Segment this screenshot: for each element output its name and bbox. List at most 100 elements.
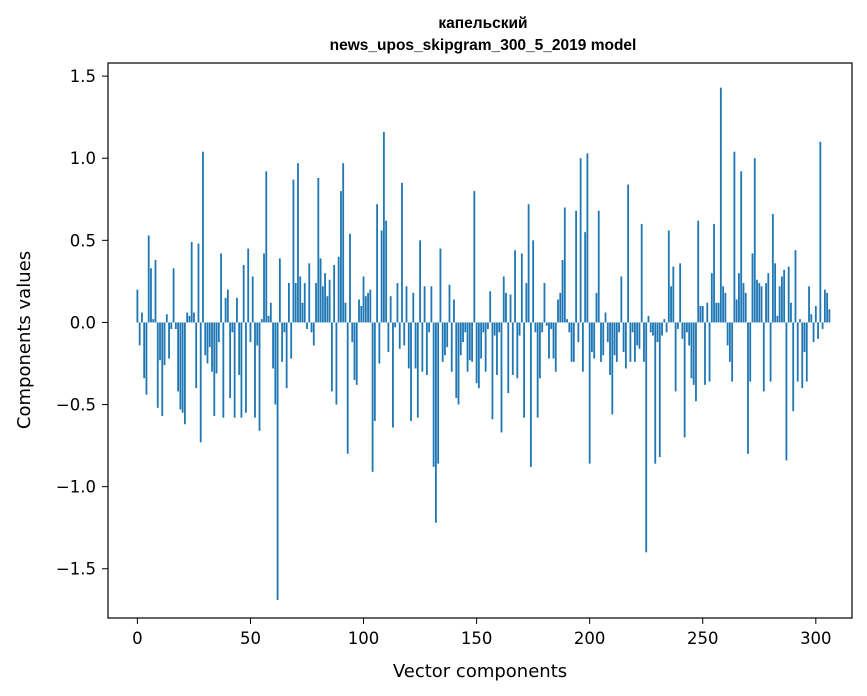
bar-198 xyxy=(584,232,587,323)
bar-287 xyxy=(785,322,788,461)
bar-21 xyxy=(183,322,186,425)
bar-284 xyxy=(778,286,781,323)
bar-3 xyxy=(143,322,146,379)
bar-240 xyxy=(679,263,682,323)
bar-163 xyxy=(505,292,507,323)
bar-290 xyxy=(792,322,795,412)
bar-43 xyxy=(233,322,236,418)
x-axis-label: Vector components xyxy=(393,661,567,682)
bar-85 xyxy=(328,279,331,323)
bar-105 xyxy=(373,322,376,421)
bar-280 xyxy=(769,322,772,382)
bar-250 xyxy=(701,306,704,323)
bar-167 xyxy=(514,250,516,323)
y-tick-label: −0.5 xyxy=(56,396,96,415)
bar-234 xyxy=(665,322,668,333)
bar-114 xyxy=(394,322,397,328)
bar-238 xyxy=(674,322,677,392)
bar-223 xyxy=(640,223,643,323)
x-tick-label: 200 xyxy=(574,629,606,648)
bar-75 xyxy=(306,322,308,330)
bar-168 xyxy=(516,322,519,379)
bar-84 xyxy=(326,296,329,323)
bar-38 xyxy=(222,322,225,418)
bar-239 xyxy=(676,322,679,330)
bar-99 xyxy=(360,306,363,323)
bar-86 xyxy=(330,322,333,392)
bar-103 xyxy=(369,289,372,323)
bar-107 xyxy=(378,322,381,364)
bar-134 xyxy=(439,248,442,323)
bar-300 xyxy=(814,306,817,323)
bar-122 xyxy=(412,292,415,323)
bar-20 xyxy=(181,322,184,413)
bar-61 xyxy=(274,322,277,405)
bar-294 xyxy=(801,322,804,389)
bar-175 xyxy=(532,240,535,323)
bar-40 xyxy=(226,289,229,323)
y-tick-label: −1.5 xyxy=(56,560,96,579)
bar-214 xyxy=(620,276,623,323)
bar-15 xyxy=(170,322,173,330)
bar-241 xyxy=(681,322,684,339)
bar-31 xyxy=(206,322,209,364)
bar-10 xyxy=(159,322,161,361)
bar-187 xyxy=(559,292,562,323)
bar-184 xyxy=(552,322,555,359)
bar-28 xyxy=(199,322,202,443)
bar-106 xyxy=(376,204,379,323)
bar-255 xyxy=(713,223,715,323)
bar-116 xyxy=(398,322,401,349)
bar-159 xyxy=(496,322,498,375)
bar-149 xyxy=(473,191,476,323)
bar-270 xyxy=(747,322,749,454)
bar-297 xyxy=(808,286,810,323)
bar-194 xyxy=(575,210,578,323)
bar-44 xyxy=(236,297,238,323)
bar-265 xyxy=(735,299,738,323)
bar-141 xyxy=(455,322,458,398)
bar-24 xyxy=(190,241,193,323)
bar-264 xyxy=(733,151,736,323)
bar-176 xyxy=(534,322,537,333)
bar-95 xyxy=(351,322,354,343)
bar-124 xyxy=(416,322,419,418)
bar-42 xyxy=(231,322,234,333)
bar-91 xyxy=(342,163,345,323)
bar-302 xyxy=(819,141,822,323)
bar-68 xyxy=(290,322,293,359)
bar-298 xyxy=(810,314,813,323)
bar-257 xyxy=(717,302,720,323)
bar-166 xyxy=(511,322,514,375)
bar-96 xyxy=(353,322,356,380)
x-tick-label: 300 xyxy=(800,629,832,648)
bar-154 xyxy=(484,322,487,372)
bar-18 xyxy=(177,322,180,392)
bar-131 xyxy=(432,322,435,467)
bar-37 xyxy=(220,253,222,323)
bar-126 xyxy=(421,322,424,372)
bar-185 xyxy=(554,322,557,372)
bar-121 xyxy=(410,322,412,421)
bar-94 xyxy=(349,233,351,323)
bar-119 xyxy=(405,286,408,323)
bar-112 xyxy=(389,296,392,323)
bar-271 xyxy=(749,322,752,382)
bar-202 xyxy=(593,322,596,359)
bar-306 xyxy=(828,309,831,323)
bar-53 xyxy=(256,322,259,346)
bar-254 xyxy=(710,273,713,323)
bar-203 xyxy=(595,292,598,323)
bar-248 xyxy=(697,220,700,323)
bar-289 xyxy=(790,302,792,323)
bar-58 xyxy=(267,315,270,323)
bar-133 xyxy=(437,322,440,464)
bar-57 xyxy=(265,171,268,323)
bar-279 xyxy=(767,273,770,323)
bar-288 xyxy=(787,266,790,323)
bar-256 xyxy=(715,302,718,323)
bar-35 xyxy=(215,322,218,374)
plot-frame xyxy=(107,62,853,619)
bar-108 xyxy=(380,230,383,323)
